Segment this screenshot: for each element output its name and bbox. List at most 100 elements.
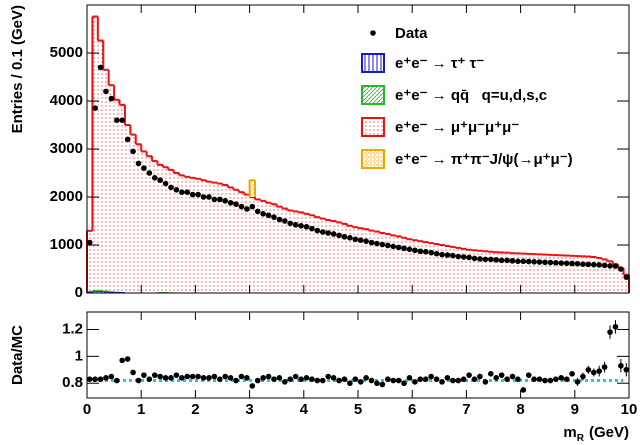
data-point <box>135 160 142 167</box>
data-point <box>612 263 619 269</box>
ratio-point <box>618 362 624 369</box>
legend-label: e⁺e⁻ → τ⁺ τ⁻ <box>395 55 484 72</box>
y-tick-label: 4000 <box>50 92 83 109</box>
data-point <box>569 260 575 267</box>
hist-bar <box>466 249 472 293</box>
ratio-point <box>428 373 434 380</box>
data-point <box>151 175 158 181</box>
data-point <box>498 257 505 264</box>
hist-bar <box>260 200 266 293</box>
hist-bar <box>320 218 326 293</box>
hist-bar <box>623 274 629 293</box>
ratio-point <box>92 376 98 382</box>
data-point <box>314 227 321 234</box>
ratio-y-axis-label: Data/MC <box>9 325 26 385</box>
ratio-point <box>119 357 126 364</box>
ratio-point <box>227 375 234 381</box>
hist-bar <box>330 221 337 293</box>
data-point <box>531 259 537 265</box>
hist-bar <box>509 253 516 293</box>
data-point <box>471 255 478 262</box>
legend-swatch <box>361 117 385 137</box>
data-point <box>515 258 521 265</box>
hist-bar <box>591 257 597 293</box>
hist-bar <box>265 202 272 293</box>
y-tick-label: 3000 <box>50 140 83 157</box>
ratio-point <box>97 376 104 382</box>
ratio-point <box>206 375 212 381</box>
ratio-point <box>574 379 581 385</box>
hist-bar <box>460 248 467 293</box>
ratio-point <box>498 372 505 378</box>
ratio-point <box>330 375 337 381</box>
hist-bar <box>580 256 586 293</box>
data-point <box>114 117 120 123</box>
ratio-point <box>168 375 174 381</box>
hist-bar <box>233 189 239 293</box>
data-point <box>222 198 229 204</box>
data-point <box>542 259 548 266</box>
ratio-point <box>542 377 548 384</box>
data-point <box>406 246 413 253</box>
ratio-point <box>325 373 331 380</box>
hist-bar <box>515 253 521 293</box>
ratio-point <box>179 375 185 381</box>
hist-bar <box>141 151 147 293</box>
hist-bar <box>282 208 288 293</box>
hist-bar <box>152 161 158 293</box>
hist-bar <box>103 69 109 291</box>
x-tick-label: 10 <box>621 401 638 418</box>
ratio-point <box>520 387 527 393</box>
ratio-point <box>547 377 554 384</box>
data-point <box>309 225 315 232</box>
ratio-point <box>563 376 570 382</box>
data-point <box>244 206 250 212</box>
hist-bar <box>336 222 342 293</box>
data-point <box>298 223 304 229</box>
data-point <box>368 239 375 246</box>
data-point <box>482 256 489 263</box>
hist-bar <box>574 256 581 293</box>
ratio-point <box>482 379 489 385</box>
ratio-point <box>216 376 223 382</box>
ratio-point <box>271 376 277 382</box>
ratio-point <box>363 375 369 381</box>
ratio-point <box>303 375 310 381</box>
data-point <box>460 254 467 260</box>
legend-marker <box>370 30 376 36</box>
data-point <box>260 211 266 217</box>
hist-bar <box>585 256 592 293</box>
data-point <box>563 260 570 267</box>
hist-bar <box>493 252 499 293</box>
data-point <box>119 117 126 123</box>
data-point <box>173 187 180 193</box>
hist-bar <box>439 245 445 293</box>
hist-bar <box>97 40 104 291</box>
ratio-point <box>493 375 500 381</box>
data-point <box>249 203 256 210</box>
ratio-point <box>157 373 163 380</box>
hist-bar <box>276 206 283 293</box>
data-point <box>336 232 342 239</box>
hist-bar <box>569 255 575 293</box>
data-point <box>347 235 353 241</box>
hist-bar <box>292 211 299 293</box>
x-label-unit: (GeV) <box>589 424 629 441</box>
data-point <box>184 189 191 195</box>
ratio-point <box>265 373 272 380</box>
hist-bar <box>352 227 358 293</box>
ratio-point <box>276 375 283 381</box>
hist-bar <box>412 240 418 293</box>
ratio-point <box>249 383 256 389</box>
data-point <box>227 199 234 206</box>
hist-bar <box>601 259 608 293</box>
ratio-point <box>607 329 613 335</box>
hist-bar <box>368 230 375 293</box>
hist-bar <box>612 264 619 293</box>
ratio-point <box>466 372 472 378</box>
data-point <box>580 261 586 268</box>
ratio-point <box>450 377 456 384</box>
hist-bar <box>298 212 304 293</box>
ratio-point <box>390 377 397 384</box>
data-point <box>363 238 369 244</box>
